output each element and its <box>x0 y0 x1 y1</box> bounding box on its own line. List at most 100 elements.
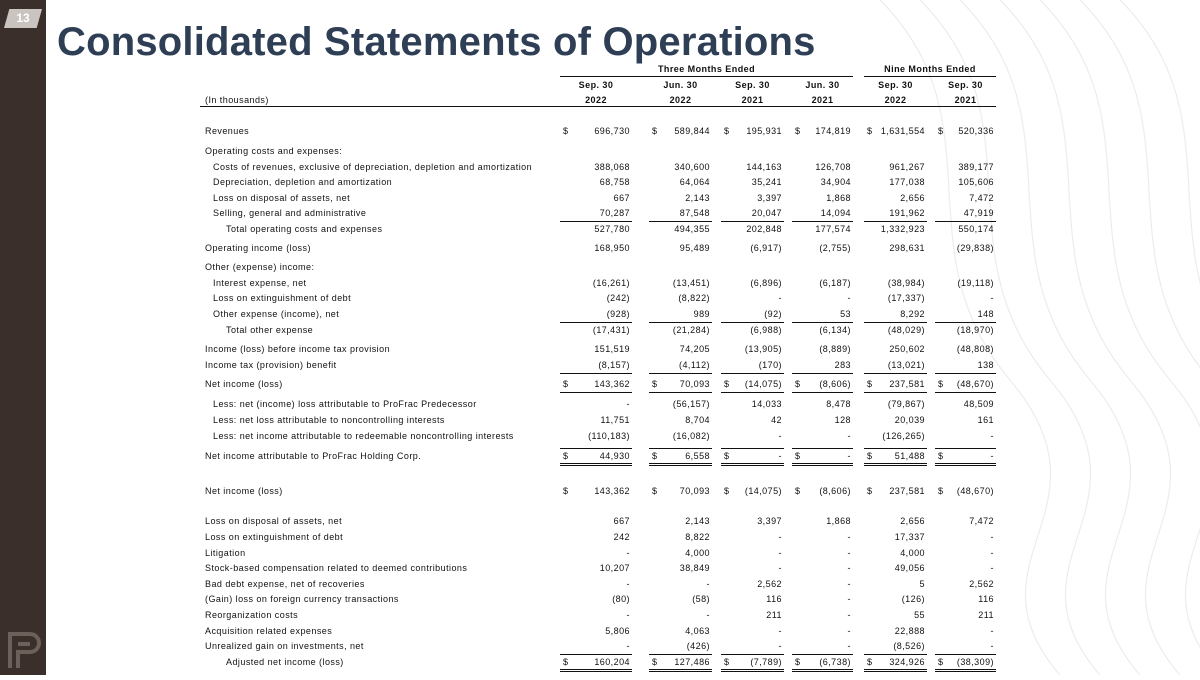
cell-value: - <box>990 626 994 636</box>
cell-value: (8,606) <box>819 486 851 496</box>
cell-value: 160,204 <box>594 657 630 667</box>
row-label: Loss on disposal of assets, net <box>213 193 351 203</box>
column-year: 2021 <box>811 95 834 105</box>
cell-value: (8,606) <box>819 379 851 389</box>
cell-value: 116 <box>978 594 994 604</box>
cell-value: 174,819 <box>815 126 851 136</box>
column-month: Jun. 30 <box>805 80 840 90</box>
rule-line <box>864 322 927 323</box>
row-label: Revenues <box>205 126 250 136</box>
rule-line <box>864 392 927 393</box>
rule-line <box>935 669 996 670</box>
rule-line <box>792 221 853 222</box>
cell-value: (80) <box>612 594 630 604</box>
cell-value: 5 <box>919 579 925 589</box>
currency-sign: $ <box>938 451 944 461</box>
rule-line <box>560 654 632 655</box>
rule-line <box>864 465 927 466</box>
cell-value: 8,292 <box>900 309 925 319</box>
rule-line <box>560 448 632 449</box>
cell-value: - <box>990 548 994 558</box>
cell-value: - <box>626 610 630 620</box>
column-month: Sep. 30 <box>948 80 983 90</box>
row-label: Less: net (income) loss attributable to … <box>213 399 477 409</box>
cell-value: 1,868 <box>826 516 851 526</box>
column-year: 2021 <box>741 95 764 105</box>
currency-sign: $ <box>867 379 873 389</box>
rule-line <box>721 654 784 655</box>
cell-value: (79,867) <box>887 399 925 409</box>
cell-value: 64,064 <box>679 177 710 187</box>
currency-sign: $ <box>795 451 801 461</box>
cell-value: (7,789) <box>750 657 782 667</box>
rule-line <box>864 221 927 222</box>
rule-line <box>935 322 996 323</box>
currency-sign: $ <box>938 126 944 136</box>
currency-sign: $ <box>938 657 944 667</box>
cell-value: 143,362 <box>594 486 630 496</box>
cell-value: 138 <box>977 360 994 370</box>
rule-line <box>935 448 996 449</box>
row-label: Depreciation, depletion and amortization <box>213 177 393 187</box>
rule-line <box>649 465 712 466</box>
cell-value: (8,822) <box>678 293 710 303</box>
cell-value: 177,574 <box>815 224 851 234</box>
cell-value: (48,808) <box>956 344 994 354</box>
cell-value: 202,848 <box>746 224 782 234</box>
cell-value: 126,708 <box>815 162 851 172</box>
cell-value: (8,889) <box>819 344 851 354</box>
column-year: 2022 <box>585 95 607 105</box>
cell-value: (2,755) <box>819 243 851 253</box>
cell-value: 55 <box>914 610 925 620</box>
cell-value: - <box>847 610 851 620</box>
cell-value: 70,093 <box>679 379 710 389</box>
cell-value: 116 <box>766 594 782 604</box>
cell-value: (6,187) <box>819 278 851 288</box>
cell-value: 527,780 <box>594 224 630 234</box>
currency-sign: $ <box>724 126 730 136</box>
cell-value: (48,029) <box>887 325 925 335</box>
rule-line <box>649 221 712 222</box>
cell-value: 5,806 <box>605 626 630 636</box>
rule-line <box>649 448 712 449</box>
rule-line <box>864 448 927 449</box>
cell-value: - <box>847 641 851 651</box>
cell-value: 1,631,554 <box>880 126 925 136</box>
row-label: Bad debt expense, net of recoveries <box>205 579 365 589</box>
cell-value: 4,000 <box>900 548 925 558</box>
currency-sign: $ <box>724 379 730 389</box>
cell-value: 589,844 <box>674 126 710 136</box>
cell-value: (17,337) <box>887 293 925 303</box>
currency-sign: $ <box>724 657 730 667</box>
cell-value: 1,868 <box>826 193 851 203</box>
cell-value: (6,738) <box>819 657 851 667</box>
row-label: Stock-based compensation related to deem… <box>205 563 468 573</box>
cell-value: (48,670) <box>956 379 994 389</box>
cell-value: 11,751 <box>600 415 630 425</box>
cell-value: 10,207 <box>599 563 630 573</box>
cell-value: 44,930 <box>599 451 630 461</box>
currency-sign: $ <box>795 379 801 389</box>
logo <box>8 632 41 668</box>
currency-sign: $ <box>563 126 569 136</box>
cell-value: 667 <box>613 193 630 203</box>
rule-line <box>560 76 853 77</box>
row-label: Unrealized gain on investments, net <box>205 641 364 651</box>
cell-value: 2,562 <box>969 579 994 589</box>
cell-value: 34,904 <box>820 177 851 187</box>
cell-value: 242 <box>613 532 630 542</box>
cell-value: 8,478 <box>826 399 851 409</box>
cell-value: - <box>778 451 782 461</box>
cell-value: 168,950 <box>594 243 630 253</box>
row-label: Loss on extinguishment of debt <box>205 532 344 542</box>
cell-value: 2,143 <box>685 516 710 526</box>
row-label: Total other expense <box>226 325 314 335</box>
cell-value: - <box>990 293 994 303</box>
cell-value: 2,656 <box>900 193 925 203</box>
rule-line <box>864 654 927 655</box>
side-bar <box>0 0 46 675</box>
cell-value: (928) <box>606 309 630 319</box>
rule-line <box>721 465 784 466</box>
rule-line <box>935 654 996 655</box>
row-label: Income (loss) before income tax provisio… <box>205 344 391 354</box>
